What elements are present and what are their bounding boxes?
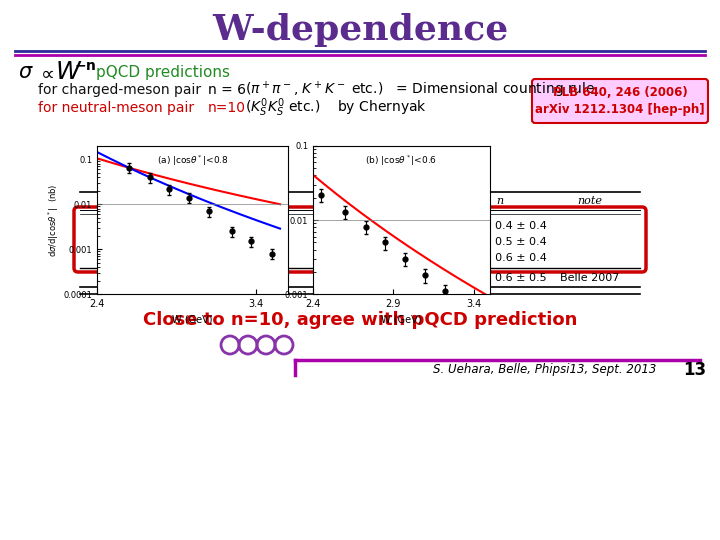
Text: < 0.6: < 0.6: [375, 273, 405, 283]
Text: Close to n=10, agree with pQCD prediction: Close to n=10, agree with pQCD predictio…: [143, 311, 577, 329]
Text: ($\pi^+\pi^-$, $K^+K^-$ etc.)   = Dimensional counting rule: ($\pi^+\pi^-$, $K^+K^-$ etc.) = Dimensio…: [245, 80, 595, 100]
Text: $\mathbf{\mathit{W}}$: $\mathbf{\mathit{W}}$: [55, 60, 83, 84]
Text: n: n: [496, 196, 503, 206]
Text: 2.6 – 3.3: 2.6 – 3.3: [161, 253, 209, 263]
Text: $\propto$: $\propto$: [37, 63, 55, 82]
Text: W-dependence: W-dependence: [212, 13, 508, 47]
Text: ($K^0_S K^0_S$ etc.)    by Chernyak: ($K^0_S K^0_S$ etc.) by Chernyak: [245, 97, 427, 119]
Text: (b) |cos$\theta^*$|<0.6: (b) |cos$\theta^*$|<0.6: [365, 153, 438, 167]
Text: $\mathbf{-n}$: $\mathbf{-n}$: [74, 59, 96, 73]
Text: $\cos\theta^*$| range: $\cos\theta^*$| range: [351, 191, 428, 211]
Text: pQCD predictions: pQCD predictions: [96, 64, 230, 79]
Text: < 0.8: < 0.8: [374, 237, 405, 247]
Text: note: note: [577, 196, 603, 206]
FancyBboxPatch shape: [532, 79, 708, 123]
Text: n=10: n=10: [208, 101, 246, 115]
Text: for charged-meson pair: for charged-meson pair: [38, 83, 201, 97]
Text: 2.6    3.3: 2.6 3.3: [161, 237, 210, 247]
Text: 2.6 – 4.0 (except 3.3 – 3.6): 2.6 – 4.0 (except 3.3 – 3.6): [110, 221, 260, 231]
Text: Belle 2007: Belle 2007: [560, 273, 620, 283]
Text: PLB 640, 246 (2006)
arXiv 1212.1304 [hep-ph]: PLB 640, 246 (2006) arXiv 1212.1304 [hep…: [535, 85, 705, 117]
Text: n = 6: n = 6: [208, 83, 246, 97]
Y-axis label: d$\sigma$/d|cos$\theta^*$|  (nb): d$\sigma$/d|cos$\theta^*$| (nb): [46, 183, 60, 257]
Text: $\sigma$: $\sigma$: [18, 62, 34, 82]
Text: 2.4 – 4.0 (except 3.3 – 3.6): 2.4 – 4.0 (except 3.3 – 3.6): [110, 273, 260, 283]
Text: 10.0 ± 0.5 ± 0.4: 10.0 ± 0.5 ± 0.4: [454, 237, 546, 247]
Text: < 0.6: < 0.6: [375, 253, 405, 263]
Text: 11.0 ± 0.4 ± 0.4: 11.0 ± 0.4 ± 0.4: [454, 221, 546, 231]
Text: (a) |cos$\theta^*$|<0.8: (a) |cos$\theta^*$|<0.8: [157, 153, 228, 167]
Text: 13: 13: [683, 361, 706, 379]
X-axis label: W (GeV): W (GeV): [381, 315, 422, 325]
FancyBboxPatch shape: [74, 207, 646, 272]
Text: W  range  (GeV): W range (GeV): [140, 195, 230, 206]
Text: 10.5 ± 0.6 ± 0.5: 10.5 ± 0.6 ± 0.5: [454, 273, 546, 283]
Text: 11.8 ± 0.6 ± 0.4: 11.8 ± 0.6 ± 0.4: [454, 253, 546, 263]
Text: for neutral-meson pair: for neutral-meson pair: [38, 101, 194, 115]
X-axis label: W (GeV): W (GeV): [172, 315, 213, 325]
Text: S. Uehara, Belle, Phipsi13, Sept. 2013: S. Uehara, Belle, Phipsi13, Sept. 2013: [433, 363, 657, 376]
Text: < 0.8: < 0.8: [374, 221, 405, 231]
